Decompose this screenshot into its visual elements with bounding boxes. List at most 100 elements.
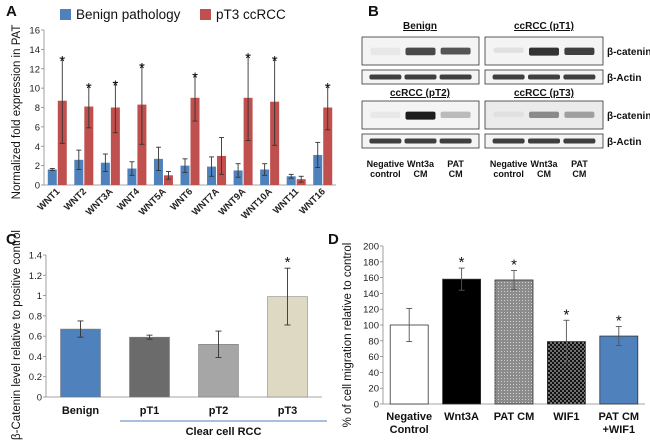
bar <box>47 169 57 185</box>
blot-band-actin <box>439 74 472 80</box>
chart-c-ylabel: β-Catenin level relative to positive con… <box>11 230 23 440</box>
blot-band-actin <box>563 138 596 144</box>
y-tick-label: 12 <box>29 64 40 75</box>
lane-label: Wnt3a <box>407 159 435 169</box>
y-tick-label: 100 <box>363 321 379 332</box>
blot-band-catenin <box>493 47 524 53</box>
x-tick-label: pT1 <box>140 405 160 417</box>
lane-label: Wnt3a <box>531 159 559 169</box>
blot-band-catenin <box>370 111 401 119</box>
chart-a-legend: Benign pathology pT3 ccRCC <box>60 7 286 22</box>
blot-box-catenin <box>484 100 604 130</box>
panel-letter-c: C <box>6 231 17 248</box>
significance-star: * <box>86 80 92 97</box>
lane-label: CM <box>449 169 463 179</box>
y-tick-label: 0 <box>35 181 40 192</box>
y-tick-label: 4 <box>35 142 40 153</box>
x-tick-label: WNT7A <box>190 186 222 218</box>
significance-star: * <box>192 70 198 87</box>
x-tick-label: Control <box>390 424 429 436</box>
significance-star: * <box>59 53 65 70</box>
significance-star: * <box>616 313 622 330</box>
y-tick-label: 180 <box>363 257 379 268</box>
blot-band-actin <box>492 138 525 144</box>
x-tick-label: WNT11 <box>271 186 302 217</box>
blot-band-actin <box>439 138 472 144</box>
x-tick-label: WIF1 <box>553 411 579 423</box>
bar <box>163 175 173 185</box>
y-tick-label: 0.6 <box>29 332 42 343</box>
bar <box>323 107 333 185</box>
y-tick-label: 8 <box>35 103 40 114</box>
y-tick-label: 1 <box>37 291 42 302</box>
blot-band-actin <box>528 74 560 80</box>
bar <box>286 176 296 185</box>
y-tick-label: 0.2 <box>29 372 42 383</box>
significance-star: * <box>272 53 278 70</box>
blot-band-catenin <box>440 111 471 119</box>
blot-band-actin <box>369 74 402 80</box>
significance-star: * <box>112 77 118 94</box>
blot-band-actin <box>563 74 596 80</box>
protein-label-catenin: β-catenin <box>607 111 650 122</box>
y-tick-label: 40 <box>368 368 379 379</box>
bar <box>494 279 534 405</box>
x-tick-label: pT2 <box>209 405 229 417</box>
bar <box>84 106 94 185</box>
panel-letter-d: D <box>328 231 339 248</box>
x-tick-label: +WIF1 <box>602 424 635 436</box>
lane-label: CM <box>572 169 586 179</box>
lane-label: control <box>370 169 401 179</box>
chart-a-ylabel: Normalized fold expression in PAT <box>11 25 23 200</box>
x-tick-label: PAT CM <box>599 411 640 423</box>
bar <box>243 97 253 185</box>
significance-star: * <box>459 254 465 271</box>
significance-star: * <box>139 60 145 77</box>
blot-band-catenin <box>405 111 436 120</box>
blot-band-actin <box>492 74 525 80</box>
legend-label-pt3: pT3 ccRCC <box>216 7 286 22</box>
x-tick-label: WNT5A <box>137 186 169 218</box>
blot-band-catenin <box>564 111 595 118</box>
y-tick-label: 160 <box>363 273 379 284</box>
legend-swatch-pt3 <box>200 9 211 20</box>
y-tick-label: 0 <box>37 393 42 404</box>
y-tick-label: 10 <box>29 84 40 95</box>
y-tick-label: 120 <box>363 305 379 316</box>
x-tick-label: PAT CM <box>494 411 535 423</box>
blot-band-catenin <box>493 111 524 117</box>
x-tick-label: Negative <box>386 411 432 423</box>
significance-star: * <box>325 80 331 97</box>
blot-title: ccRCC (pT1) <box>514 21 574 32</box>
significance-star: * <box>563 306 569 323</box>
y-tick-label: 140 <box>363 289 379 300</box>
bar <box>442 278 482 405</box>
x-tick-label: WNT3A <box>84 186 116 218</box>
y-tick-label: 0 <box>374 400 379 411</box>
legend-label-benign: Benign pathology <box>76 7 181 22</box>
y-tick-label: 1.2 <box>29 271 42 282</box>
y-tick-label: 0.8 <box>29 311 42 322</box>
blot-band-catenin <box>405 47 436 56</box>
y-tick-label: 16 <box>29 26 40 37</box>
x-tick-label: Benign <box>62 405 100 417</box>
blot-band-catenin <box>529 47 559 56</box>
lane-label: PAT <box>447 159 464 169</box>
blot-band-actin <box>404 138 437 144</box>
blot-title: ccRCC (pT3) <box>514 88 574 99</box>
y-tick-label: 6 <box>35 122 40 133</box>
panel-letter-a: A <box>6 3 17 20</box>
blot-band-actin <box>369 138 402 144</box>
western-blot: Benign ccRCC (pT1) β-catenin β-Actin ccRCC (… <box>361 21 650 179</box>
chart-a: 0246810121416*WNT1*WNT2*WNT3A*WNT4WNT5A*… <box>29 26 336 222</box>
y-tick-label: 20 <box>368 384 379 395</box>
bar <box>100 162 110 185</box>
bar <box>60 328 101 398</box>
bar <box>110 107 120 185</box>
y-tick-label: 200 <box>363 242 379 253</box>
legend-swatch-benign <box>60 9 71 20</box>
bar <box>127 168 137 185</box>
y-tick-label: 80 <box>368 336 379 347</box>
protein-label-catenin: β-catenin <box>607 47 650 58</box>
